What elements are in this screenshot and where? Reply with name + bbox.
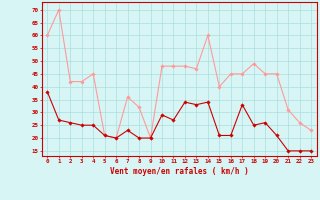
X-axis label: Vent moyen/en rafales ( km/h ): Vent moyen/en rafales ( km/h ) — [110, 167, 249, 176]
